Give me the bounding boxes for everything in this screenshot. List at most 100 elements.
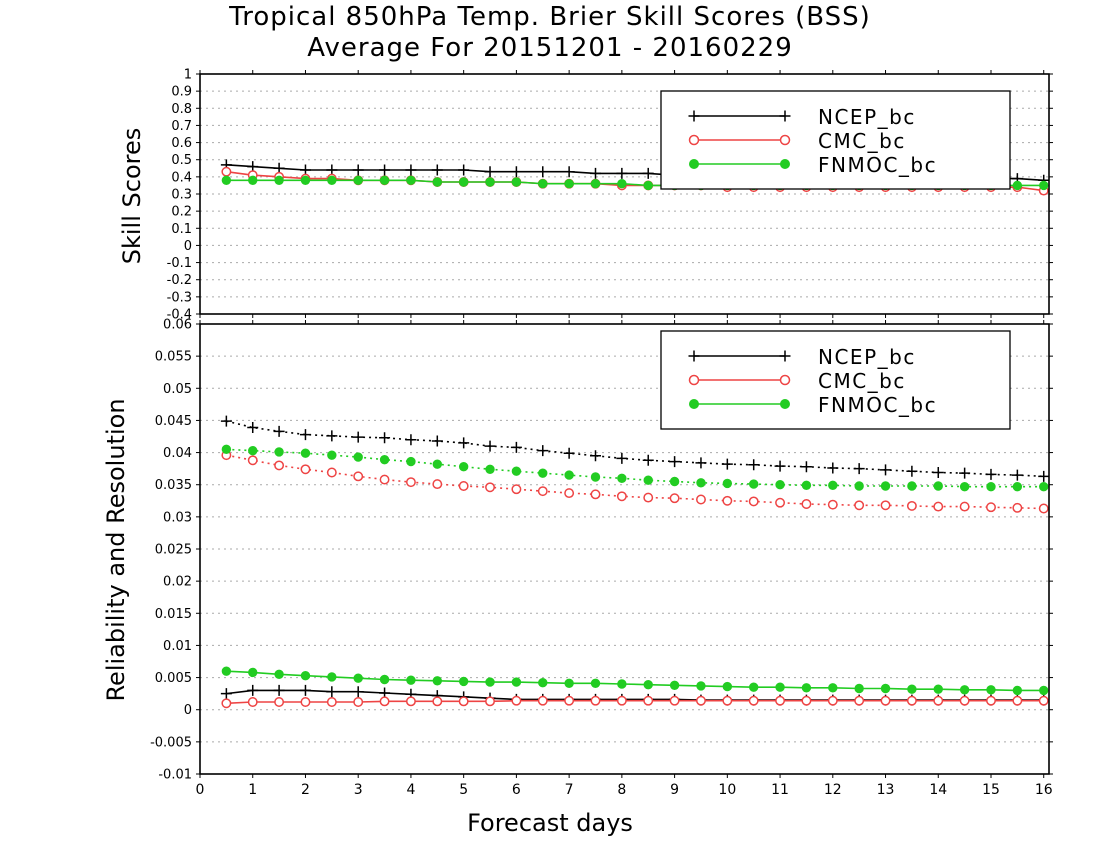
data-point xyxy=(986,695,996,706)
data-point xyxy=(959,695,970,706)
data-point xyxy=(590,489,601,500)
data-point xyxy=(696,681,706,691)
data-point xyxy=(511,177,522,187)
data-point xyxy=(907,481,917,491)
data-point xyxy=(828,683,838,693)
data-point xyxy=(853,463,865,475)
data-point xyxy=(617,679,627,689)
y-tick-label: 0.035 xyxy=(155,478,192,493)
data-point xyxy=(511,466,522,476)
data-point xyxy=(906,695,917,706)
data-point xyxy=(643,492,654,503)
x-tick-label: 5 xyxy=(459,782,468,798)
data-point xyxy=(775,682,785,692)
legend-marker-right xyxy=(779,374,791,386)
series-FNMOC_bc-solid xyxy=(221,666,1049,696)
data-point xyxy=(510,166,522,178)
data-point xyxy=(221,444,232,455)
data-point xyxy=(537,166,549,178)
legend-marker-left xyxy=(688,350,700,362)
data-point xyxy=(300,670,311,681)
y-tick-label: 0.7 xyxy=(171,119,192,134)
data-point xyxy=(432,676,442,686)
legend-label: FNMOC_bc xyxy=(818,393,937,417)
data-point xyxy=(406,175,416,185)
data-point xyxy=(405,696,416,707)
data-point xyxy=(458,437,470,449)
y-tick-label: 0.015 xyxy=(155,607,192,622)
data-point xyxy=(775,695,786,706)
data-point xyxy=(537,445,549,457)
data-point xyxy=(695,457,707,469)
y-tick-label: 0.3 xyxy=(171,188,192,203)
x-tick-label: 1 xyxy=(248,782,257,798)
data-point xyxy=(353,452,363,462)
data-point xyxy=(589,450,601,462)
data-point xyxy=(353,673,363,683)
data-point xyxy=(484,166,496,178)
data-point xyxy=(300,697,311,707)
data-point xyxy=(828,480,838,491)
data-point xyxy=(538,179,548,189)
data-point xyxy=(616,491,627,502)
data-point xyxy=(748,479,759,489)
data-point xyxy=(1039,180,1049,191)
data-point xyxy=(617,179,627,189)
data-point xyxy=(511,484,522,495)
data-point xyxy=(721,458,733,470)
data-point xyxy=(326,697,337,707)
data-point xyxy=(986,502,996,513)
data-point xyxy=(801,499,812,509)
data-point xyxy=(432,177,442,187)
data-point xyxy=(642,167,654,179)
data-point xyxy=(906,500,917,511)
data-point xyxy=(1012,685,1023,696)
data-point xyxy=(405,434,417,446)
legend-marker-right xyxy=(779,134,791,146)
y-tick-label: -0.3 xyxy=(167,290,192,305)
data-point xyxy=(274,447,284,457)
y-tick-label: 0.1 xyxy=(171,222,192,237)
x-tick-label: 2 xyxy=(301,782,310,798)
data-point xyxy=(353,471,364,482)
data-point xyxy=(801,480,812,491)
series-line xyxy=(226,670,1044,692)
data-point xyxy=(431,164,443,176)
y-tick-label: 0.005 xyxy=(155,671,192,686)
chart-title-line2: Average For 20151201 - 20160229 xyxy=(307,33,793,63)
legend-item-NCEP_bc: NCEP_bc xyxy=(688,105,914,129)
data-point xyxy=(669,493,680,504)
data-point xyxy=(1038,503,1049,514)
x-tick-label: 11 xyxy=(771,782,789,798)
series-line xyxy=(226,448,1044,488)
x-tick-label: 14 xyxy=(929,782,947,798)
data-point xyxy=(827,462,839,474)
data-point xyxy=(247,697,258,707)
data-point xyxy=(485,482,495,493)
series-line xyxy=(226,699,1044,705)
data-point xyxy=(827,695,838,706)
x-tick-label: 7 xyxy=(565,782,574,798)
data-point xyxy=(959,467,971,479)
data-point xyxy=(985,468,997,480)
data-point xyxy=(352,431,364,443)
legend-item-FNMOC_bc: FNMOC_bc xyxy=(689,153,936,177)
data-point xyxy=(511,677,522,687)
data-point xyxy=(220,415,232,427)
chart-title-line1: Tropical 850hPa Temp. Brier Skill Scores… xyxy=(229,2,871,32)
data-point xyxy=(247,422,259,433)
data-point xyxy=(669,680,680,690)
legend-marker-right xyxy=(780,159,790,169)
data-point xyxy=(274,669,284,680)
data-point xyxy=(880,695,891,706)
data-point xyxy=(696,478,706,488)
data-point xyxy=(300,448,311,458)
data-point xyxy=(221,175,232,185)
data-point xyxy=(406,456,416,467)
y-tick-label: -0.005 xyxy=(150,735,192,750)
data-point xyxy=(669,695,680,706)
data-point xyxy=(722,681,733,692)
data-point xyxy=(590,695,601,706)
data-point xyxy=(959,685,970,695)
y-tick-label: -0.4 xyxy=(167,308,192,323)
